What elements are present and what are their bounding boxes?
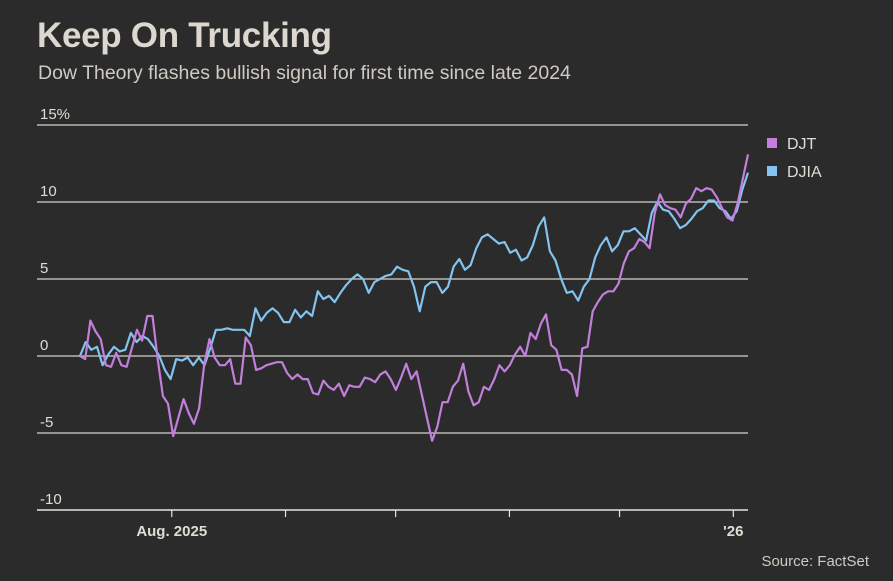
series-line-djia [78, 172, 750, 381]
x-tick-label: '26 [723, 523, 743, 540]
y-tick-label: 0 [40, 337, 48, 354]
y-tick-label: -5 [40, 414, 53, 431]
legend-label-djt: DJT [787, 136, 817, 153]
legend-swatch-djt [767, 138, 777, 148]
legend-label-djia: DJIA [787, 164, 822, 181]
y-tick-label: -10 [40, 491, 62, 508]
y-tick-label: 10 [40, 183, 57, 200]
y-tick-label: 15% [40, 106, 70, 123]
y-tick-label: 5 [40, 260, 48, 277]
legend-swatch-djia [767, 166, 777, 176]
series-line-djt [79, 154, 750, 442]
chart-title: Keep On Trucking [37, 16, 332, 55]
x-tick-label: Aug. 2025 [136, 523, 207, 540]
source-note: Source: FactSet [761, 553, 869, 570]
chart-subtitle: Dow Theory flashes bullish signal for fi… [38, 62, 571, 84]
